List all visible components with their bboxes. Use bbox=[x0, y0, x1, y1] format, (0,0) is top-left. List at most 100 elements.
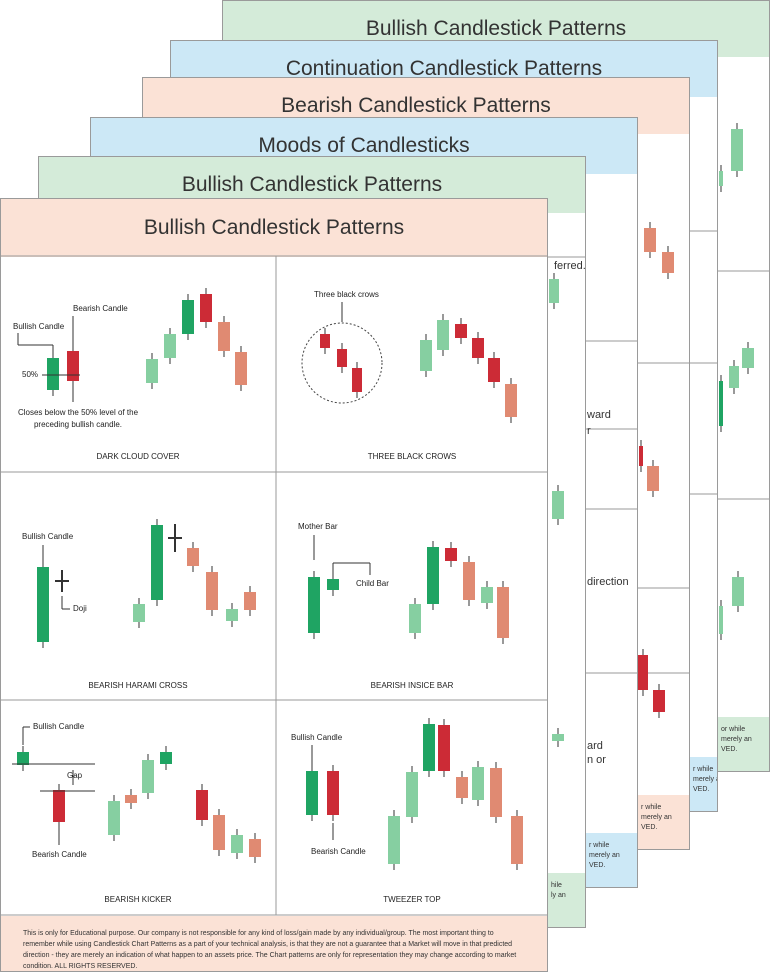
footer-fragment: hile bbox=[551, 882, 562, 889]
candle-body bbox=[142, 760, 154, 793]
candle-body bbox=[409, 604, 421, 633]
candle-body bbox=[218, 322, 230, 351]
footer-fragment: VED. bbox=[641, 824, 658, 831]
annotation: Bearish Candle bbox=[73, 304, 128, 313]
footer-fragment: VED. bbox=[589, 862, 606, 869]
candle-body bbox=[719, 171, 723, 186]
candle-body bbox=[108, 801, 120, 835]
annotation: Gap bbox=[67, 771, 83, 780]
candle-body bbox=[552, 491, 564, 519]
candle-body bbox=[732, 577, 744, 606]
text-fragment: direction bbox=[587, 576, 629, 588]
candle-body bbox=[423, 724, 435, 771]
candle-body bbox=[463, 562, 475, 600]
candle-body bbox=[327, 579, 339, 590]
candle-body bbox=[511, 816, 523, 864]
pattern-label: THREE BLACK CROWS bbox=[368, 452, 456, 461]
candle-body bbox=[306, 771, 318, 815]
candle-body bbox=[420, 340, 432, 371]
candle-body bbox=[17, 752, 29, 765]
candle-body bbox=[249, 839, 261, 857]
candle-body bbox=[455, 324, 467, 338]
candle-body bbox=[456, 777, 468, 798]
annotation: Mother Bar bbox=[298, 522, 338, 531]
candle-body bbox=[427, 547, 439, 604]
candle-body bbox=[164, 334, 176, 358]
candle-body bbox=[653, 690, 665, 712]
annotation: 50% bbox=[22, 370, 38, 379]
sheet-title: Bullish Candlestick Patterns bbox=[1, 199, 547, 257]
candle-body bbox=[231, 835, 243, 853]
pattern-label: BEARISH INSICE BAR bbox=[371, 681, 454, 690]
candle-body bbox=[187, 548, 199, 566]
candle-body bbox=[235, 352, 247, 385]
candle-body bbox=[644, 228, 656, 252]
text-fragment: ferred. bbox=[554, 260, 586, 272]
candle-body bbox=[731, 129, 743, 171]
text-fragment: ward bbox=[587, 409, 611, 421]
candle-body bbox=[327, 771, 339, 815]
pattern-label: BEARISH HARAMI CROSS bbox=[88, 681, 187, 690]
candle-body bbox=[549, 279, 559, 303]
footer-fragment: r while bbox=[589, 842, 610, 849]
disclaimer: This is only for Educational purpose. Ou… bbox=[1, 916, 547, 971]
annotation: Closes below the 50% level of the preced… bbox=[17, 408, 139, 429]
candle-body bbox=[151, 525, 163, 600]
footer-fragment: r while bbox=[641, 804, 662, 811]
candle-body bbox=[552, 734, 564, 741]
pattern-label: TWEEZER TOP bbox=[383, 895, 441, 904]
candle-body bbox=[481, 587, 493, 603]
candle-body bbox=[445, 548, 457, 561]
candle-body bbox=[497, 587, 509, 638]
annotation: Bullish Candle bbox=[291, 733, 343, 742]
candle-body bbox=[133, 604, 145, 622]
candle-body bbox=[67, 351, 79, 381]
annotation: Bearish Candle bbox=[311, 847, 366, 856]
candle-body bbox=[160, 752, 172, 764]
annotation: Bullish Candle bbox=[13, 322, 65, 331]
pattern-label: BEARISH KICKER bbox=[104, 895, 171, 904]
candle-body bbox=[488, 358, 500, 382]
text-fragment: ard bbox=[587, 740, 603, 752]
candle-body bbox=[213, 815, 225, 850]
candle-body bbox=[719, 381, 723, 426]
candle-body bbox=[182, 300, 194, 334]
candle-body bbox=[47, 358, 59, 390]
candle-body bbox=[438, 725, 450, 771]
footer-fragment: merely an bbox=[641, 814, 672, 821]
footer-fragment: r while bbox=[693, 766, 714, 773]
candle-body bbox=[146, 359, 158, 383]
candle-body bbox=[388, 816, 400, 864]
candle-body bbox=[308, 577, 320, 633]
candle-body bbox=[226, 609, 238, 621]
candle-body bbox=[206, 572, 218, 610]
candle-body bbox=[352, 368, 362, 392]
footer-fragment: merely an bbox=[589, 852, 620, 859]
annotation: Bullish Candle bbox=[22, 532, 74, 541]
front-sheet: Bullish Candlestick Patterns Closes belo… bbox=[0, 198, 548, 972]
candle-body bbox=[662, 252, 674, 273]
annotation: Child Bar bbox=[356, 579, 389, 588]
candle-body bbox=[244, 592, 256, 610]
candle-body bbox=[472, 338, 484, 358]
candle-body bbox=[196, 790, 208, 820]
candle-body bbox=[472, 767, 484, 800]
footer-fragment: ly an bbox=[551, 892, 566, 899]
text-fragment: r bbox=[587, 425, 591, 437]
annotation: Bullish Candle bbox=[33, 722, 85, 731]
annotation: Three black crows bbox=[314, 290, 379, 299]
text-fragment: n or bbox=[587, 754, 606, 766]
candle-body bbox=[490, 768, 502, 817]
candle-body bbox=[742, 348, 754, 368]
candle-body bbox=[437, 320, 449, 350]
candle-body bbox=[719, 606, 723, 634]
candle-body bbox=[638, 655, 648, 690]
footer-fragment: merely an bbox=[721, 736, 752, 743]
footer-fragment: or while bbox=[721, 726, 746, 733]
pattern-circle bbox=[301, 322, 383, 404]
candle-body bbox=[639, 446, 643, 466]
candle-body bbox=[647, 466, 659, 491]
candle-body bbox=[505, 384, 517, 417]
